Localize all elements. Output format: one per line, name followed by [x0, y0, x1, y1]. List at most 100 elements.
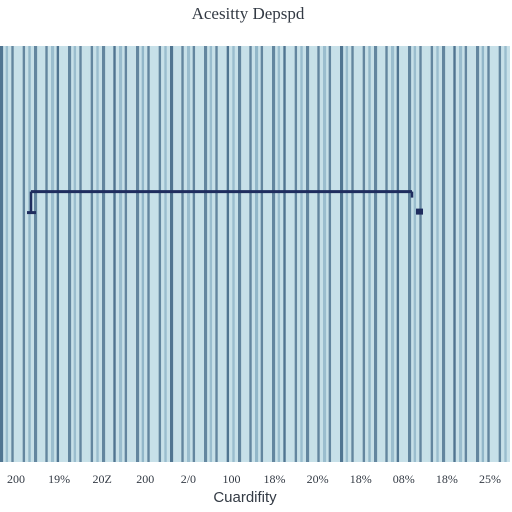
bar	[141, 46, 145, 462]
bar	[124, 46, 128, 462]
bar	[408, 46, 412, 462]
bar	[396, 46, 400, 462]
bar	[470, 46, 473, 462]
bar	[0, 46, 4, 462]
bars-group	[0, 46, 510, 462]
bar	[130, 46, 133, 462]
bar	[289, 46, 293, 462]
bar	[255, 46, 259, 462]
bar	[323, 46, 327, 462]
x-tick-label: 200	[136, 472, 154, 486]
x-tick-label: 08%	[393, 472, 415, 486]
bar	[464, 46, 468, 462]
bar	[430, 46, 434, 462]
bar	[328, 46, 332, 462]
bar	[232, 46, 235, 462]
bar	[317, 46, 320, 462]
bar	[221, 46, 225, 462]
bar	[187, 46, 191, 462]
bar	[374, 46, 378, 462]
bar	[362, 46, 366, 462]
bar	[96, 46, 99, 462]
bar	[119, 46, 123, 462]
bar	[107, 46, 111, 462]
bar	[158, 46, 162, 462]
bar	[272, 46, 276, 462]
bar	[85, 46, 89, 462]
reference-line-right-marker	[416, 208, 423, 215]
x-tick-label: 200	[7, 472, 25, 486]
bar	[136, 46, 140, 462]
bar	[175, 46, 179, 462]
bar	[481, 46, 485, 462]
bar	[266, 46, 269, 462]
reference-line-group	[27, 190, 423, 215]
bar	[368, 46, 371, 462]
bar	[493, 46, 497, 462]
x-tick-label: 18%	[436, 472, 458, 486]
bar	[45, 46, 48, 462]
bar	[476, 46, 480, 462]
bar	[90, 46, 94, 462]
bar	[192, 46, 196, 462]
x-tick-label: 20%	[307, 472, 329, 486]
bar	[419, 46, 422, 462]
bar	[447, 46, 451, 462]
bar	[79, 46, 82, 462]
bar	[498, 46, 502, 462]
x-axis-label: Cuardifity	[213, 489, 277, 506]
bar	[56, 46, 60, 462]
bar	[164, 46, 167, 462]
bar	[306, 46, 310, 462]
bar	[260, 46, 264, 462]
bar	[22, 46, 26, 462]
x-tick-labels: 200 19% 20Z 200 2/0 100 18% 20% 18% 08% 18% 25%	[7, 472, 501, 486]
x-tick-label: 100	[223, 472, 241, 486]
bar	[243, 46, 247, 462]
bar	[459, 46, 463, 462]
bar	[283, 46, 286, 462]
bar	[17, 46, 21, 462]
bar	[442, 46, 446, 462]
bar	[425, 46, 429, 462]
bar	[391, 46, 395, 462]
bar	[345, 46, 349, 462]
bar	[277, 46, 281, 462]
bar	[170, 46, 174, 462]
bar	[39, 46, 43, 462]
bar	[357, 46, 361, 462]
x-tick-label: 18%	[264, 472, 286, 486]
bar	[226, 46, 230, 462]
bar	[68, 46, 72, 462]
x-tick-label: 19%	[48, 472, 70, 486]
x-tick-label: 20Z	[93, 472, 112, 486]
bar	[62, 46, 65, 462]
bar	[402, 46, 405, 462]
bar	[28, 46, 31, 462]
bar	[113, 46, 116, 462]
bar	[181, 46, 184, 462]
chart-title: Acesitty Depspd	[191, 4, 305, 23]
bar	[311, 46, 315, 462]
x-tick-label: 2/0	[181, 472, 196, 486]
bar	[504, 46, 507, 462]
bar	[453, 46, 456, 462]
bar	[413, 46, 417, 462]
bar	[73, 46, 77, 462]
bar	[5, 46, 9, 462]
bar	[102, 46, 106, 462]
bar	[379, 46, 383, 462]
bar	[300, 46, 303, 462]
bar	[294, 46, 298, 462]
x-tick-label: 25%	[479, 472, 501, 486]
bar	[147, 46, 150, 462]
bar	[436, 46, 439, 462]
bar	[351, 46, 354, 462]
bar	[385, 46, 388, 462]
bar	[153, 46, 157, 462]
bar	[11, 46, 14, 462]
bar	[209, 46, 213, 462]
bar	[34, 46, 38, 462]
